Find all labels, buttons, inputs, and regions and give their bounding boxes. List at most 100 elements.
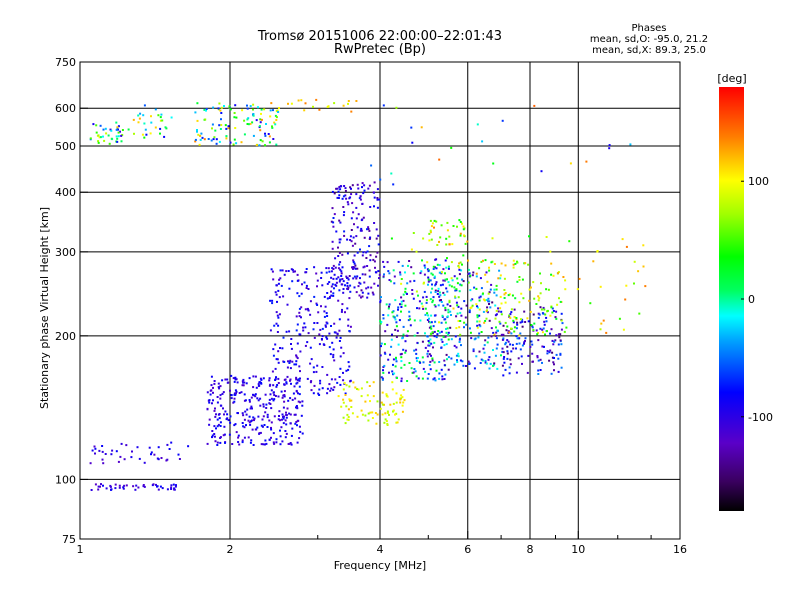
scatter-point (263, 108, 266, 111)
x-tick-label: 4 (377, 543, 384, 556)
scatter-point (361, 186, 363, 189)
scatter-point (277, 282, 280, 285)
scatter-point (342, 206, 345, 208)
scatter-point (273, 121, 276, 124)
scatter-point (445, 243, 448, 246)
scatter-point (447, 334, 450, 336)
scatter-point (349, 239, 352, 241)
scatter-point (565, 326, 568, 329)
scatter-point (478, 332, 481, 335)
scatter-point (276, 300, 278, 303)
scatter-point (375, 255, 378, 258)
scatter-point (331, 190, 334, 193)
scatter-point (454, 295, 456, 298)
scatter-point (540, 170, 543, 173)
scatter-point (393, 316, 396, 319)
scatter-point (456, 312, 459, 315)
scatter-point (213, 435, 216, 438)
scatter-point (497, 277, 500, 280)
scatter-point (219, 109, 222, 112)
scatter-point (524, 339, 526, 342)
scatter-point (513, 316, 516, 319)
scatter-point (159, 132, 161, 135)
scatter-point (271, 125, 273, 128)
scatter-point (252, 444, 255, 446)
scatter-point (456, 277, 459, 280)
scatter-point (487, 336, 490, 339)
scatter-point (367, 286, 370, 289)
scatter-point (431, 283, 433, 286)
scatter-point (542, 306, 545, 309)
scatter-point (297, 392, 299, 395)
scatter-point (210, 389, 213, 392)
scatter-point (266, 416, 269, 419)
scatter-point (116, 137, 119, 140)
scatter-point (380, 321, 383, 323)
scatter-point (363, 265, 366, 268)
scatter-point (295, 390, 298, 393)
scatter-point (337, 299, 340, 302)
scatter-point (320, 271, 323, 274)
scatter-point (376, 251, 379, 254)
scatter-point (295, 363, 298, 366)
scatter-point (142, 114, 145, 117)
scatter-point (258, 125, 261, 128)
scatter-point (585, 160, 588, 163)
scatter-point (252, 416, 255, 419)
scatter-point (194, 138, 197, 141)
scatter-point (412, 232, 415, 234)
scatter-point (499, 277, 502, 280)
scatter-point (359, 282, 362, 285)
scatter-point (335, 336, 338, 339)
scatter-point (353, 275, 356, 278)
scatter-point (391, 370, 394, 373)
scatter-point (159, 119, 162, 122)
scatter-point (330, 325, 332, 327)
scatter-point (483, 321, 486, 324)
scatter-point (427, 270, 430, 273)
x-tick-label: 16 (673, 543, 687, 556)
scatter-point (564, 288, 567, 291)
scatter-point (386, 261, 389, 264)
scatter-point (399, 273, 402, 276)
scatter-point (282, 415, 284, 418)
scatter-point (296, 441, 299, 444)
scatter-point (458, 266, 461, 269)
scatter-point (476, 305, 478, 308)
scatter-point (121, 129, 124, 131)
scatter-point (208, 399, 211, 402)
scatter-point (384, 330, 387, 333)
scatter-point (339, 261, 342, 264)
scatter-point (365, 251, 368, 254)
scatter-point (435, 369, 438, 372)
scatter-point (370, 164, 373, 167)
scatter-point (456, 225, 458, 228)
scatter-point (259, 397, 262, 400)
scatter-point (214, 129, 217, 132)
scatter-point (282, 417, 285, 420)
scatter-point (295, 382, 298, 385)
scatter-point (490, 283, 493, 286)
scatter-point (296, 406, 298, 409)
scatter-point (269, 299, 272, 302)
scatter-point (283, 361, 286, 363)
scatter-point (252, 386, 255, 389)
scatter-point (435, 267, 438, 270)
scatter-point (327, 105, 330, 108)
scatter-point (549, 250, 552, 253)
scatter-point (485, 299, 488, 301)
scatter-point (286, 407, 289, 410)
scatter-point (310, 358, 313, 361)
scatter-point (444, 278, 447, 281)
scatter-point (383, 351, 386, 354)
scatter-point (518, 276, 521, 278)
scatter-point (437, 290, 440, 293)
scatter-point (340, 272, 343, 275)
scatter-point (494, 354, 497, 357)
scatter-point (440, 301, 443, 303)
scatter-point (551, 307, 554, 310)
scatter-point (355, 193, 358, 196)
scatter-point (397, 308, 399, 311)
scatter-point (246, 107, 249, 110)
scatter-point (262, 405, 265, 408)
